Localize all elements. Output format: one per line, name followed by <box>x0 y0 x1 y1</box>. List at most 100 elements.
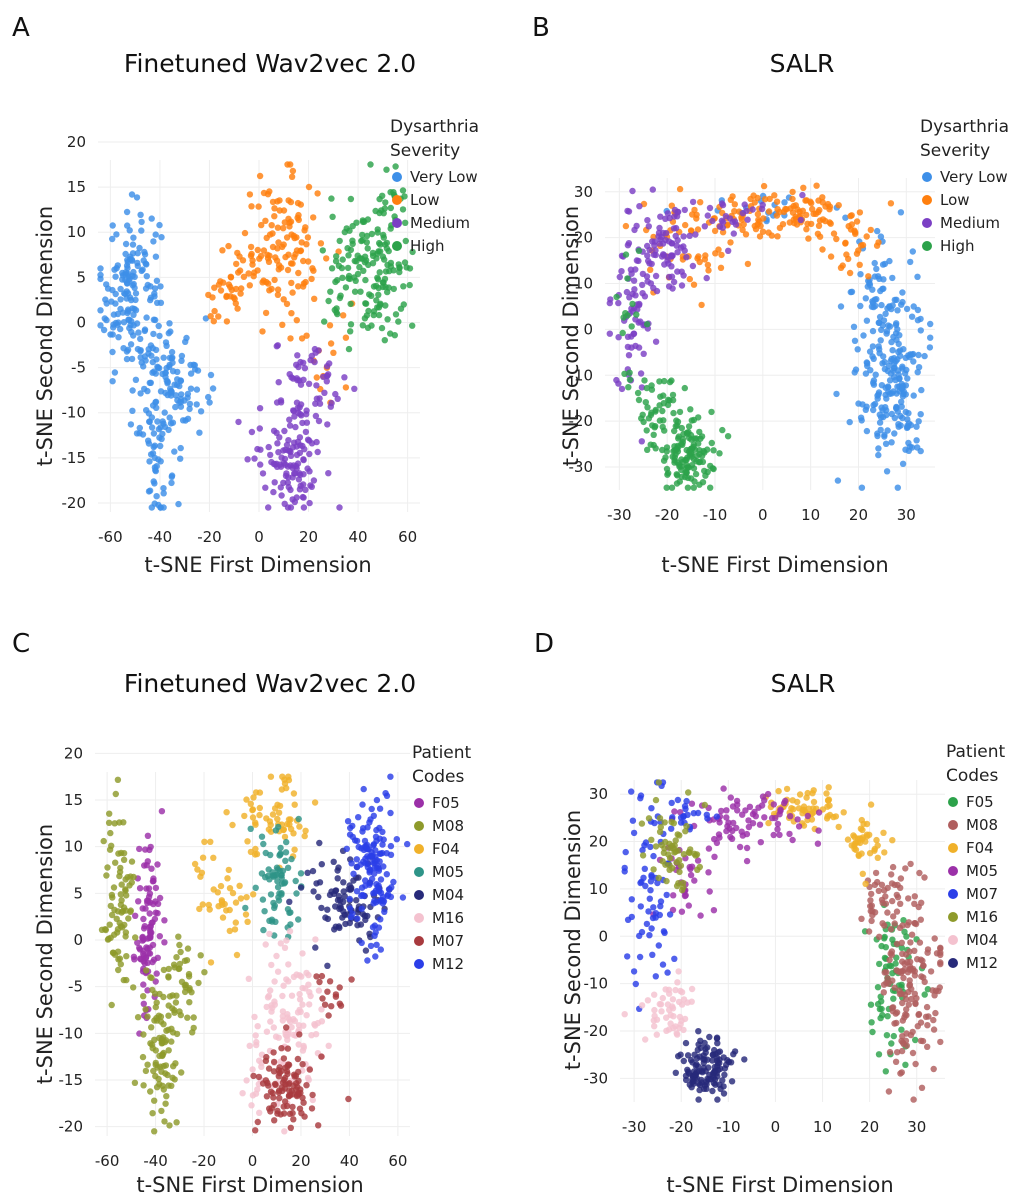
point-f04 <box>275 809 283 816</box>
point-low <box>687 227 695 234</box>
point-m08 <box>100 837 107 845</box>
point-m08 <box>114 776 122 783</box>
point-very-low <box>196 429 203 436</box>
point-low <box>731 201 738 208</box>
y-tick-label: -10 <box>59 1024 84 1042</box>
point-low <box>694 226 702 233</box>
point-m08 <box>915 1011 922 1018</box>
point-m16 <box>245 975 252 982</box>
point-very-low <box>150 330 157 338</box>
point-medium <box>670 225 678 232</box>
point-high <box>708 439 715 447</box>
point-low <box>694 255 701 262</box>
y-tick-label: 20 <box>589 833 608 851</box>
point-low <box>235 269 242 276</box>
point-low <box>255 203 262 210</box>
point-high <box>670 409 677 417</box>
point-m12 <box>385 886 393 893</box>
point-m07 <box>286 1080 293 1087</box>
point-high <box>621 370 628 377</box>
point-f04 <box>284 820 291 828</box>
point-m07 <box>265 1065 273 1072</box>
point-m05 <box>749 811 757 818</box>
point-m05 <box>267 891 275 898</box>
point-f04 <box>225 866 232 874</box>
point-very-low <box>889 347 896 354</box>
point-low <box>819 199 826 206</box>
point-m12 <box>698 1067 706 1075</box>
point-m08 <box>875 887 882 895</box>
point-very-low <box>883 468 891 475</box>
point-low <box>266 231 274 238</box>
point-f04 <box>269 811 277 818</box>
point-low <box>622 222 630 230</box>
point-low <box>773 198 781 205</box>
point-low <box>774 206 781 213</box>
point-m07 <box>645 908 652 915</box>
point-very-low <box>884 427 891 434</box>
legend-swatch <box>392 195 402 205</box>
point-very-low <box>167 328 174 335</box>
point-m07 <box>315 1122 322 1129</box>
point-m05 <box>688 800 696 807</box>
point-m05 <box>734 807 741 814</box>
point-low <box>268 222 275 229</box>
point-very-low <box>906 353 913 361</box>
point-f05 <box>142 846 149 853</box>
point-very-low <box>154 418 161 425</box>
point-m05 <box>271 902 278 909</box>
point-m05 <box>295 916 302 923</box>
scatter-points <box>98 773 411 1135</box>
point-f04 <box>274 815 281 823</box>
point-m12 <box>368 805 375 813</box>
x-tick-label: -10 <box>716 1118 741 1136</box>
point-very-low <box>846 418 853 426</box>
point-m08 <box>858 915 865 922</box>
point-high <box>392 311 400 318</box>
point-high <box>390 267 397 274</box>
point-very-low <box>97 265 104 272</box>
point-medium <box>312 412 320 420</box>
point-medium <box>265 504 272 511</box>
point-m12 <box>387 842 395 850</box>
point-very-low <box>160 490 167 497</box>
point-very-low <box>157 458 164 465</box>
point-f05 <box>141 862 148 869</box>
point-medium <box>669 285 676 292</box>
point-m12 <box>344 818 352 825</box>
x-tick-label: 60 <box>388 1152 407 1170</box>
point-high <box>375 304 383 311</box>
point-m08 <box>117 891 125 898</box>
point-very-low <box>132 376 140 383</box>
point-medium <box>618 268 625 275</box>
y-tick-label: 30 <box>574 183 593 201</box>
point-f05 <box>898 944 905 951</box>
point-m16 <box>251 1013 258 1021</box>
point-very-low <box>193 401 200 408</box>
point-m04 <box>322 914 329 921</box>
y-tick-label: -20 <box>62 494 87 512</box>
point-very-low <box>834 477 842 484</box>
point-low <box>887 200 895 207</box>
point-m12 <box>367 942 375 950</box>
point-m07 <box>657 903 664 910</box>
point-m16 <box>666 862 673 869</box>
point-medium <box>320 373 327 381</box>
point-m07 <box>321 1001 329 1008</box>
point-medium <box>332 390 339 398</box>
point-f05 <box>161 917 168 924</box>
point-low <box>693 211 700 218</box>
point-medium <box>292 470 299 477</box>
point-m08 <box>165 1012 172 1019</box>
point-m07 <box>690 810 697 817</box>
point-m08 <box>924 1043 931 1051</box>
point-m12 <box>381 908 388 915</box>
point-medium <box>652 338 660 345</box>
point-m07 <box>682 805 689 813</box>
point-m05 <box>758 802 766 809</box>
point-low <box>280 296 287 303</box>
point-m05 <box>815 809 823 816</box>
point-m08 <box>123 976 130 984</box>
